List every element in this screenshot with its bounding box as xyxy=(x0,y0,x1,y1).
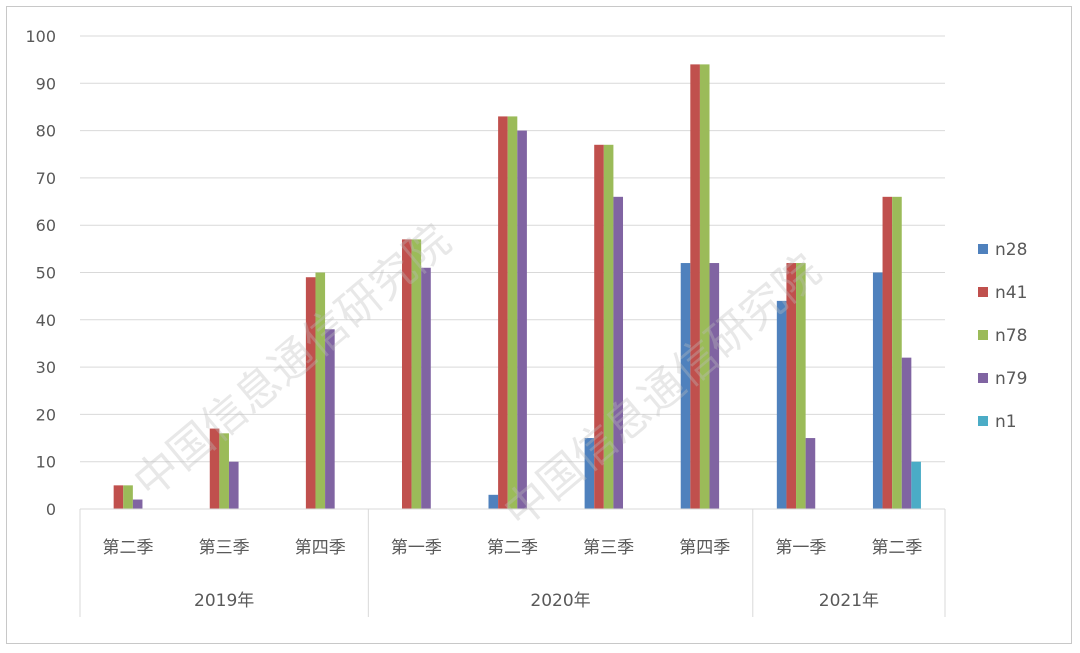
y-tick-label: 20 xyxy=(36,405,56,424)
bar-n79 xyxy=(613,196,624,509)
bar-n28 xyxy=(776,300,787,509)
bar-n41 xyxy=(305,277,316,509)
bar-n41 xyxy=(209,428,220,509)
bar-n28 xyxy=(584,438,595,509)
bar-n41 xyxy=(594,144,604,510)
bar-n41 xyxy=(690,64,700,509)
bar-n78 xyxy=(507,116,518,509)
x-tick-label: 第二季 xyxy=(871,538,922,558)
y-tick-label: 40 xyxy=(36,311,56,330)
bar-n78 xyxy=(892,196,902,509)
y-tick-label: 100 xyxy=(25,27,56,46)
x-group-label: 2019年 xyxy=(194,591,254,611)
bar-n78 xyxy=(603,144,614,510)
bar-n79 xyxy=(709,263,720,509)
bar-n78 xyxy=(411,239,422,509)
bar-n78 xyxy=(315,272,326,509)
bar-n78 xyxy=(123,485,133,509)
bar-n78 xyxy=(219,433,229,509)
legend-label-n1: n1 xyxy=(995,412,1017,432)
y-tick-label: 80 xyxy=(36,122,56,141)
bar-n28 xyxy=(872,272,883,509)
x-tick-label: 第一季 xyxy=(391,538,442,558)
legend-label-n79: n79 xyxy=(995,369,1027,389)
y-tick-label: 70 xyxy=(36,169,56,188)
y-tick-label: 50 xyxy=(36,264,56,283)
bar-n28 xyxy=(680,263,691,509)
x-tick-label: 第四季 xyxy=(295,538,346,558)
legend-label-n28: n28 xyxy=(995,240,1027,260)
bar-n41 xyxy=(882,196,893,509)
bar-n78 xyxy=(699,64,710,509)
x-tick-label: 第三季 xyxy=(583,538,634,558)
legend-swatch-n1 xyxy=(978,416,988,426)
bar-n41 xyxy=(401,239,412,509)
legend-swatch-n28 xyxy=(978,244,988,254)
bar-n41 xyxy=(498,116,508,509)
y-tick-label: 10 xyxy=(36,453,56,472)
legend-label-n78: n78 xyxy=(995,326,1027,346)
x-tick-label: 第一季 xyxy=(775,538,826,558)
y-tick-label: 90 xyxy=(36,74,56,93)
legend-swatch-n79 xyxy=(978,373,988,383)
bars xyxy=(113,64,921,510)
bar-n79 xyxy=(517,130,527,509)
bar-n79 xyxy=(805,438,816,509)
chart-frame xyxy=(6,6,1072,644)
y-tick-label: 60 xyxy=(36,216,56,235)
bar-n41 xyxy=(786,263,797,509)
x-group-label: 2020年 xyxy=(530,591,590,611)
bar-n79 xyxy=(325,329,335,509)
bar-n41 xyxy=(113,485,124,509)
x-tick-label: 第四季 xyxy=(679,538,730,558)
legend-swatch-n41 xyxy=(978,287,988,297)
legend-swatch-n78 xyxy=(978,330,988,340)
x-tick-label: 第三季 xyxy=(199,538,250,558)
y-tick-label: 0 xyxy=(46,500,56,519)
y-axis: 0 10 20 30 40 50 60 70 80 90 100 xyxy=(25,27,56,519)
y-tick-label: 30 xyxy=(36,358,56,377)
x-tick-label: 第二季 xyxy=(487,538,538,558)
x-group-label: 2021年 xyxy=(819,591,879,611)
bar-n79 xyxy=(132,499,143,509)
bar-n28 xyxy=(488,494,499,509)
bar-n78 xyxy=(796,263,806,509)
bar-n1 xyxy=(911,461,921,509)
x-axis: 第二季 第三季 第四季 第一季 第二季 第三季 第四季 第一季 第二季 2019年 2020年 202… xyxy=(79,508,946,617)
legend-label-n41: n41 xyxy=(995,283,1027,303)
bar-n79 xyxy=(228,461,239,509)
bar-n79 xyxy=(901,357,912,509)
legend: n28 n41 n78 n79 n1 xyxy=(978,240,1027,432)
bar-n79 xyxy=(421,267,431,509)
x-tick-label: 第二季 xyxy=(103,538,154,558)
